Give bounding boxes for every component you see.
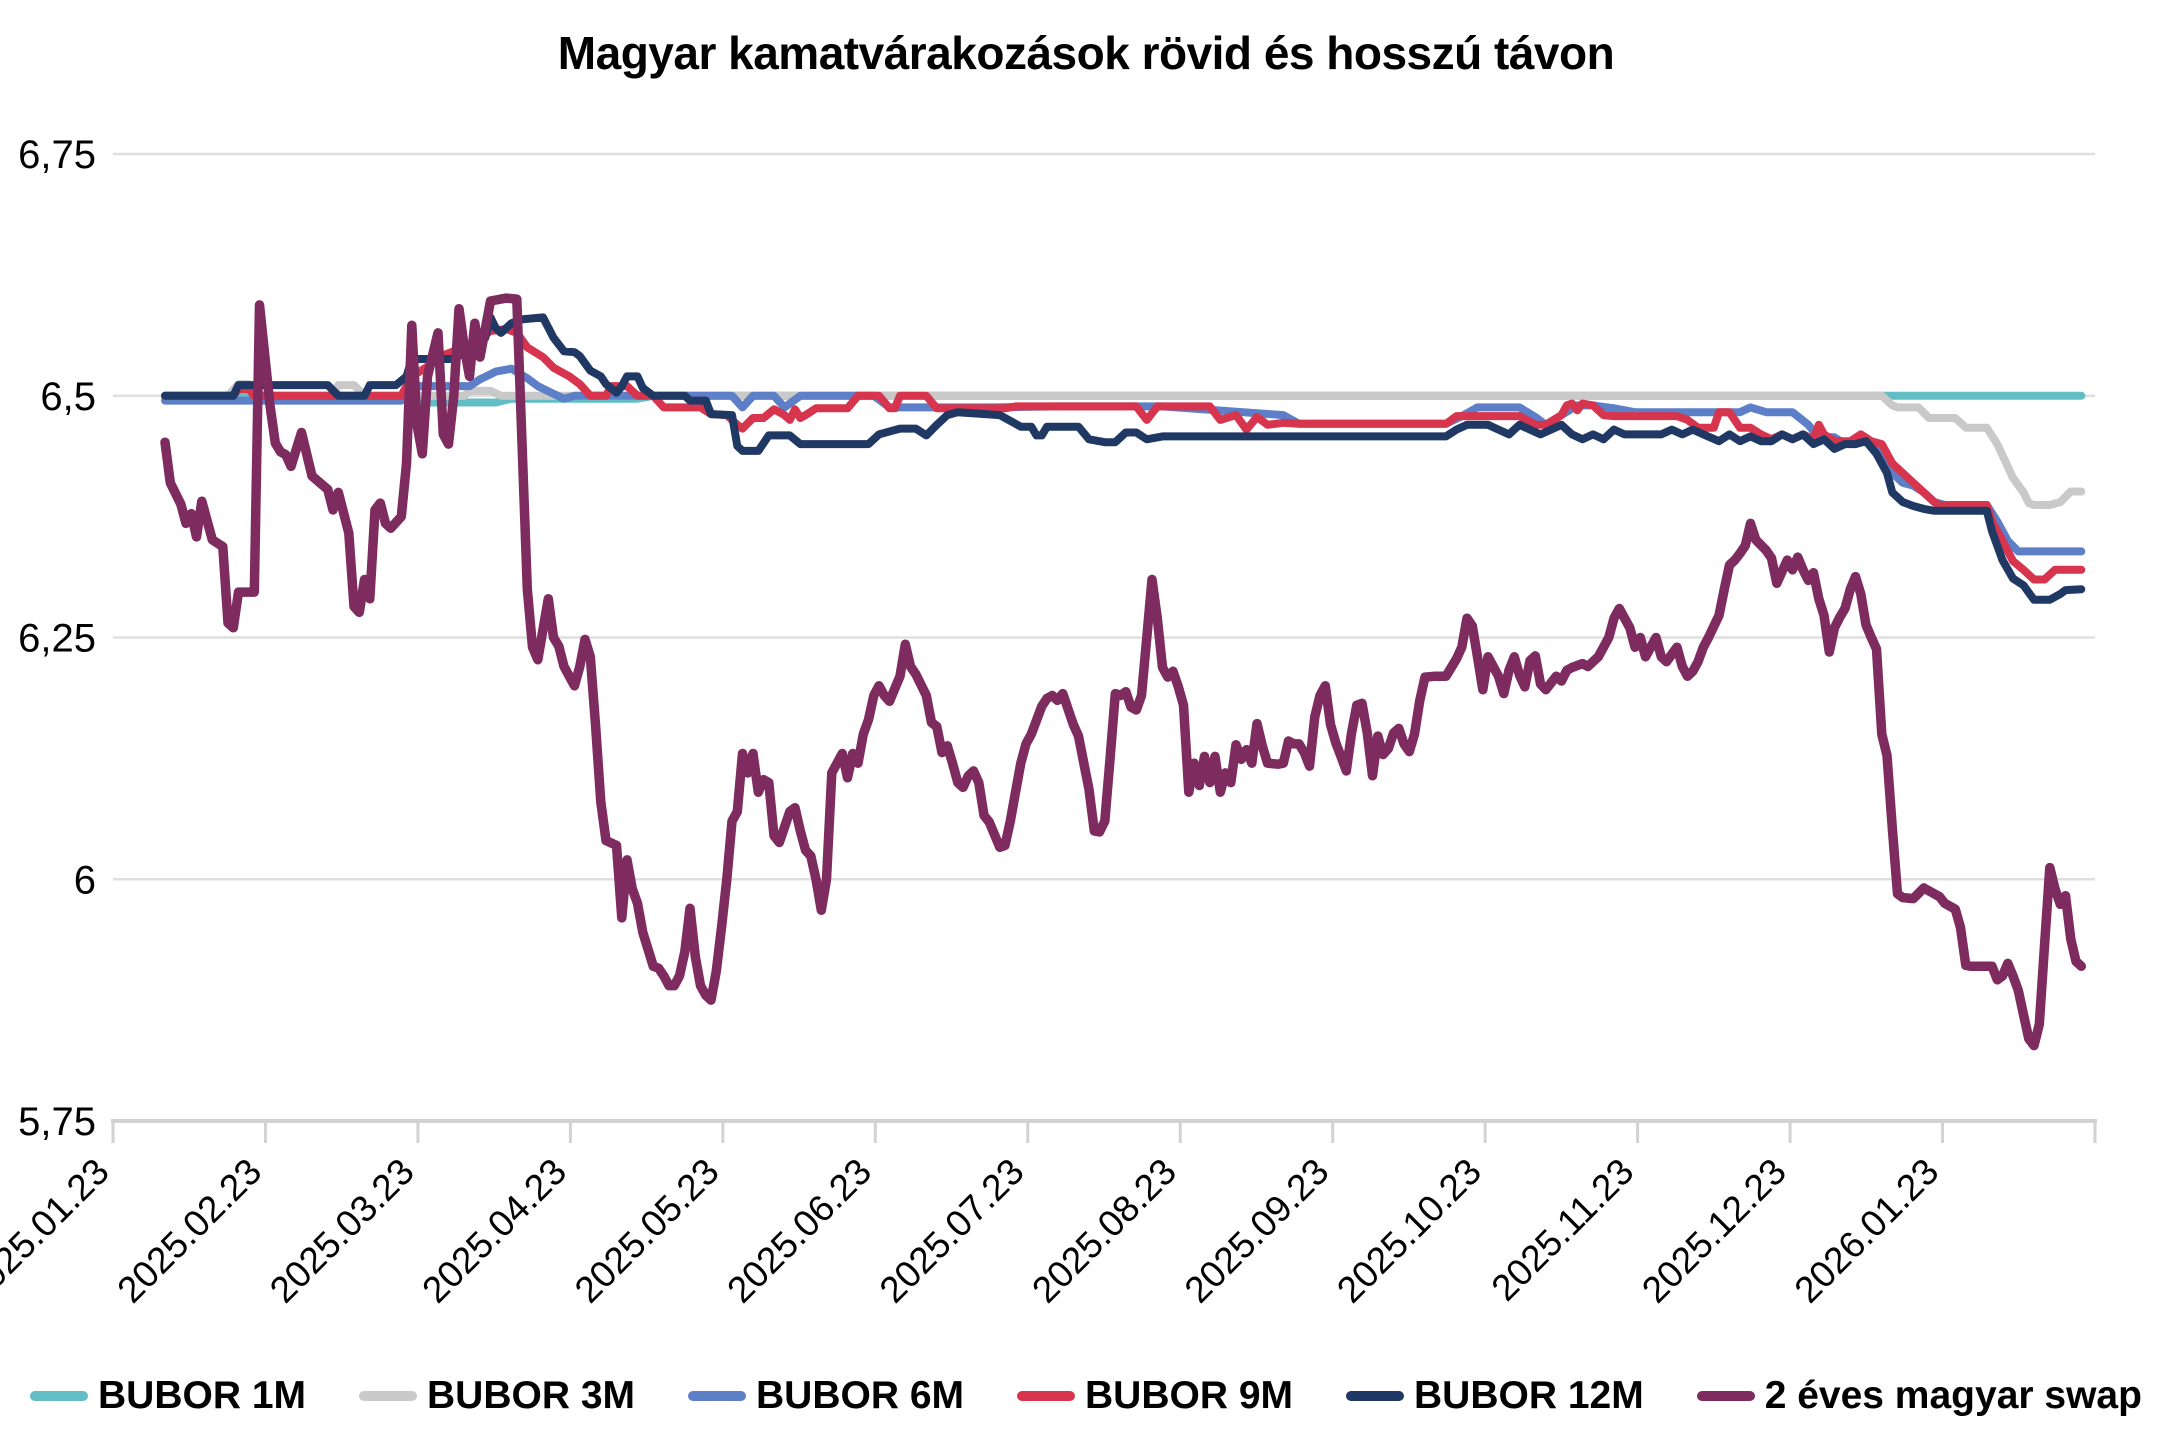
y-tick-label: 6,75 (18, 133, 96, 177)
legend-item: BUBOR 12M (1346, 1374, 1644, 1418)
x-tick-label: 2025.01.23 (0, 1151, 117, 1311)
x-tick-label: 2025.07.23 (872, 1151, 1032, 1311)
x-tick-label: 2025.12.23 (1634, 1151, 1794, 1311)
legend-label: BUBOR 9M (1085, 1374, 1294, 1417)
y-tick-labels: 6,75 6,5 6,25 6 5,75 (18, 133, 96, 1144)
legend-swatch-bubor-9m (1017, 1391, 1075, 1401)
legend-swatch-2-éves-magyar-swap (1696, 1391, 1755, 1401)
y-tick-label: 5,75 (18, 1100, 96, 1144)
legend-label: BUBOR 12M (1414, 1374, 1644, 1417)
legend-swatch-bubor-6m (688, 1391, 746, 1401)
gridlines (113, 152, 2095, 881)
x-tick-label: 2025.08.23 (1024, 1151, 1184, 1311)
x-tick-label: 2025.06.23 (719, 1151, 879, 1311)
x-tick-label: 2025.02.23 (109, 1151, 269, 1311)
x-tick-label: 2025.10.23 (1329, 1151, 1489, 1311)
series-line-2-éves-magyar-swap (160, 293, 2087, 1051)
x-tick-label: 2025.04.23 (414, 1151, 574, 1311)
legend-item: BUBOR 3M (359, 1374, 635, 1418)
legend-item: BUBOR 9M (1017, 1374, 1293, 1418)
x-tick-labels: 2025.01.232025.02.232025.03.232025.04.23… (0, 1151, 1946, 1311)
x-tick-label: 2025.11.23 (1484, 1151, 1642, 1309)
y-tick-label: 6,25 (18, 617, 96, 661)
chart-title: Magyar kamatvárakozások rövid és hosszú … (557, 27, 1615, 79)
legend-item: BUBOR 1M (30, 1374, 306, 1418)
x-tick-label: 2026.01.23 (1786, 1151, 1946, 1311)
series-line-bubor-12m (161, 313, 2086, 604)
x-tick-label: 2025.03.23 (262, 1151, 422, 1311)
legend-label: 2 éves magyar swap (1764, 1374, 2142, 1417)
x-axis (111, 1119, 2097, 1143)
x-tick-label: 2025.09.23 (1177, 1151, 1337, 1311)
x-tick-label: 2025.05.23 (567, 1151, 727, 1311)
legend-swatch-bubor-3m (359, 1391, 417, 1401)
legend-label: BUBOR 3M (427, 1374, 636, 1417)
legend-label: BUBOR 6M (756, 1374, 965, 1417)
legend-item: 2 éves magyar swap (1696, 1374, 2142, 1418)
legend-swatch-bubor-1m (30, 1391, 88, 1401)
legend-swatch-bubor-12m (1346, 1391, 1404, 1401)
legend-label: BUBOR 1M (98, 1374, 307, 1417)
y-tick-label: 6,5 (40, 375, 96, 419)
legend-item: BUBOR 6M (688, 1374, 964, 1418)
y-tick-label: 6 (74, 858, 96, 902)
series-line-bubor-6m (161, 364, 2086, 556)
chart-legend: BUBOR 1M BUBOR 3M BUBOR 6M BUBOR 9M BUBOR 12… (30, 1374, 2142, 1418)
